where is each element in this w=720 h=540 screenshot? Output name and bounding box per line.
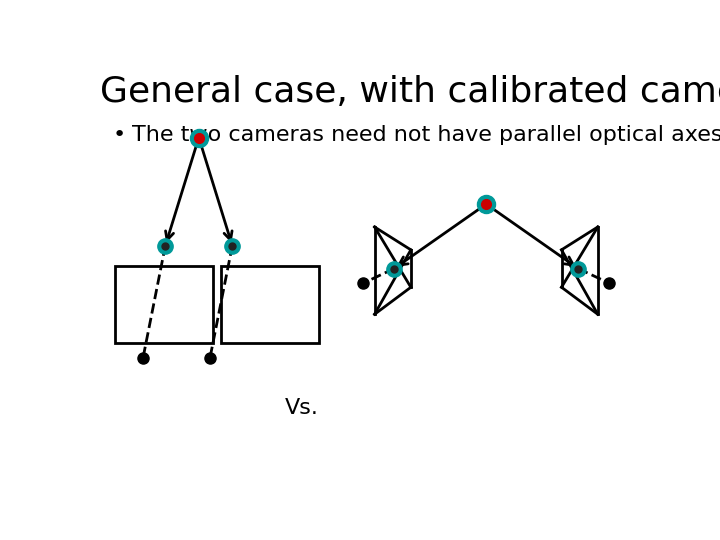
Bar: [221, 266, 319, 343]
Bar: [115, 266, 213, 343]
Text: •: •: [112, 125, 125, 145]
Text: Vs.: Vs.: [285, 398, 319, 418]
Text: General case, with calibrated cameras: General case, with calibrated cameras: [100, 75, 720, 109]
Text: The two cameras need not have parallel optical axes.: The two cameras need not have parallel o…: [132, 125, 720, 145]
